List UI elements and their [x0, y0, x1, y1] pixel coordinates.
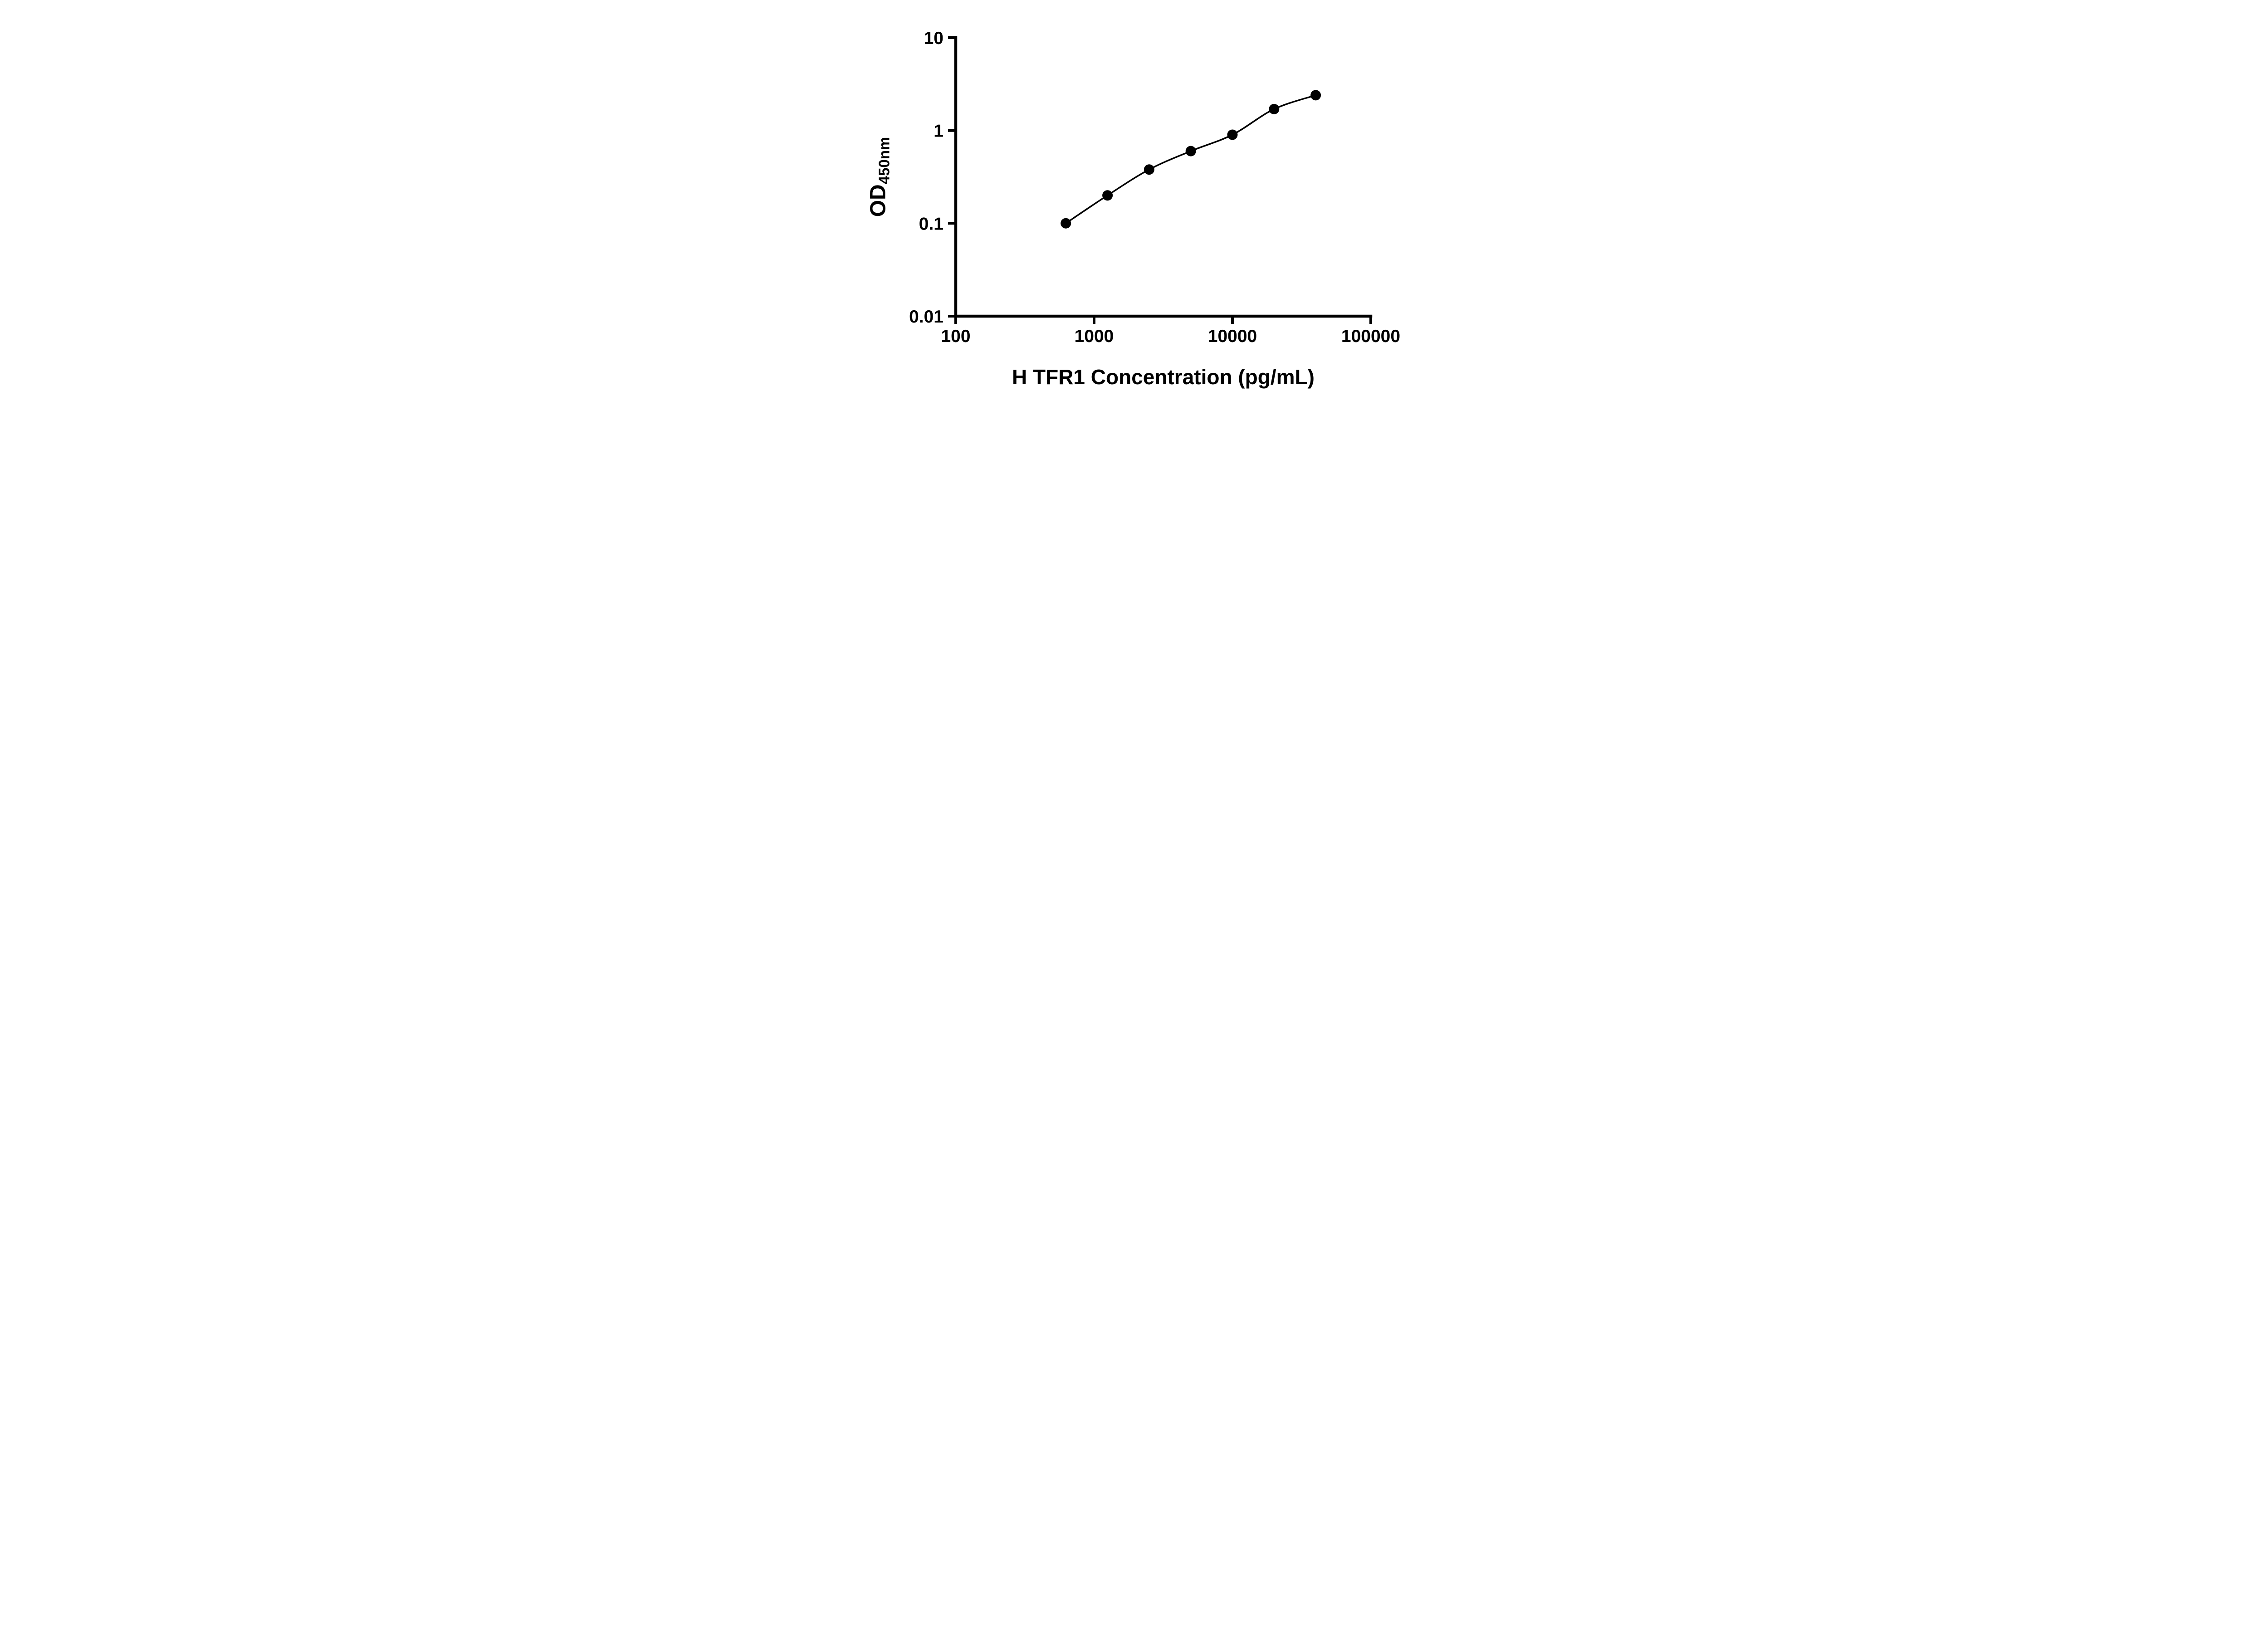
standard-curve-line — [1065, 94, 1316, 224]
x-tick-label: 100000 — [1341, 327, 1400, 346]
y-axis-label-subscript: 450nm — [875, 137, 893, 185]
figure: 100 1000 10000 100000 0.01 0.1 1 10 H TFR1 Conc… — [842, 0, 1426, 408]
data-point — [1144, 164, 1154, 175]
data-point — [1310, 90, 1321, 101]
x-axis-label: H TFR1 Concentration (pg/mL) — [1012, 365, 1315, 389]
axis-line — [954, 36, 1373, 318]
y-axis-label: OD450nm — [866, 137, 893, 217]
y-tick-label: 10 — [924, 29, 943, 48]
x-tick-label: 100 — [941, 327, 970, 346]
data-point — [1102, 190, 1113, 201]
y-axis-label-main: OD — [866, 184, 890, 217]
data-point — [1185, 146, 1196, 156]
y-tick-label: 1 — [934, 122, 943, 141]
data-point — [1061, 218, 1071, 229]
data-point — [1269, 104, 1280, 114]
x-tick-label: 10000 — [1208, 327, 1257, 346]
x-tick-label: 1000 — [1075, 327, 1114, 346]
y-tick-label: 0.1 — [919, 214, 943, 234]
data-point — [1227, 129, 1238, 140]
chart-canvas: 100 1000 10000 100000 0.01 0.1 1 10 — [909, 29, 1400, 346]
y-tick-label: 0.01 — [909, 307, 943, 327]
